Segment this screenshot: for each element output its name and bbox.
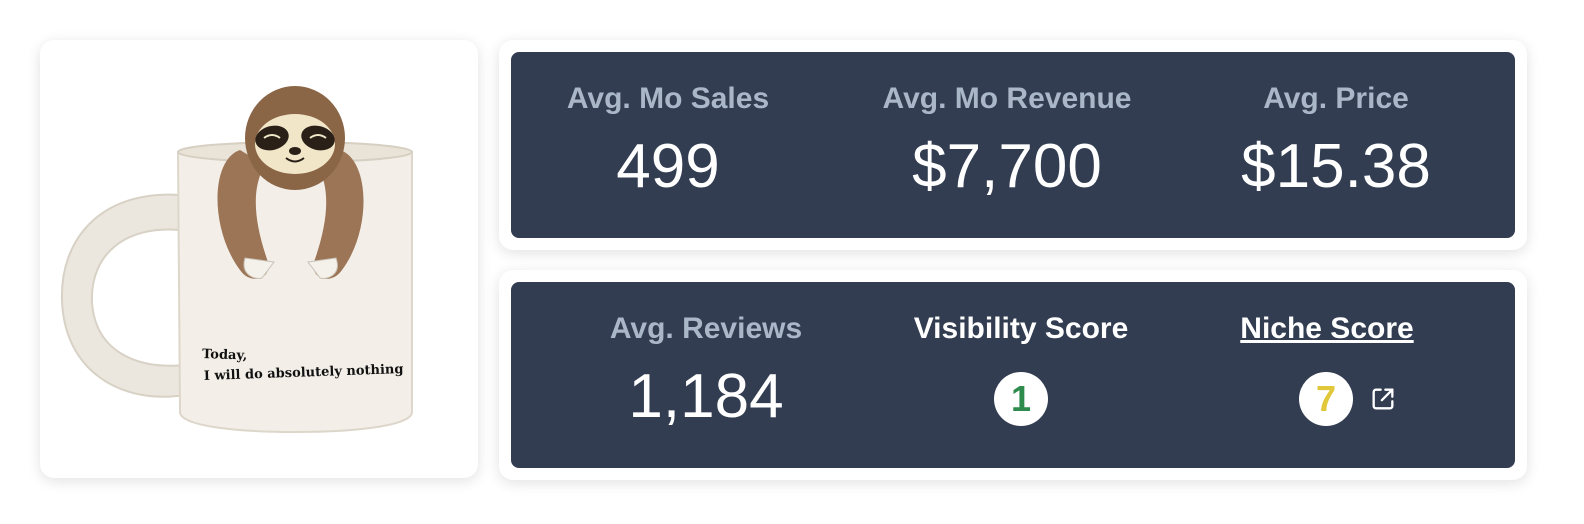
bottom-stats-card: Avg. Reviews 1,184 Visibility Score 1 Ni… [499, 270, 1527, 480]
avg-mo-sales-stat: Avg. Mo Sales 499 [511, 52, 825, 238]
visibility-score-stat: Visibility Score 1 [881, 282, 1161, 468]
avg-mo-sales-label: Avg. Mo Sales [566, 82, 770, 115]
visibility-score-row: 1 [881, 371, 1161, 427]
mug-text-line2: I will do absolutely nothing [204, 362, 404, 384]
avg-price-stat: Avg. Price $15.38 [1189, 52, 1483, 238]
external-link-icon[interactable] [1369, 385, 1397, 413]
product-image-card: Today, I will do absolutely nothing [40, 40, 478, 478]
mug-text-line1: Today, [202, 347, 248, 364]
avg-reviews-stat: Avg. Reviews 1,184 [561, 282, 851, 468]
top-stats-card: Avg. Mo Sales 499 Avg. Mo Revenue $7,700… [499, 40, 1527, 250]
visibility-score-label: Visibility Score [913, 312, 1129, 345]
avg-mo-revenue-value: $7,700 [912, 132, 1102, 201]
niche-score-badge: 7 [1299, 372, 1353, 426]
avg-price-label: Avg. Price [1263, 82, 1409, 115]
product-image: Today, I will do absolutely nothing [60, 86, 413, 434]
avg-price-value: $15.38 [1241, 132, 1431, 201]
top-stats-panel: Avg. Mo Sales 499 Avg. Mo Revenue $7,700… [511, 52, 1515, 238]
niche-score-row: 7 [1201, 371, 1453, 427]
avg-reviews-value: 1,184 [628, 362, 784, 431]
avg-mo-revenue-stat: Avg. Mo Revenue $7,700 [825, 52, 1189, 238]
visibility-score-badge: 1 [994, 372, 1048, 426]
avg-mo-sales-value: 499 [616, 132, 720, 201]
bottom-stats-panel: Avg. Reviews 1,184 Visibility Score 1 Ni… [511, 282, 1515, 468]
niche-score-stat: Niche Score 7 [1201, 282, 1453, 468]
niche-score-link[interactable]: Niche Score [1240, 312, 1414, 345]
avg-reviews-label: Avg. Reviews [609, 312, 803, 345]
avg-mo-revenue-label: Avg. Mo Revenue [882, 82, 1132, 115]
